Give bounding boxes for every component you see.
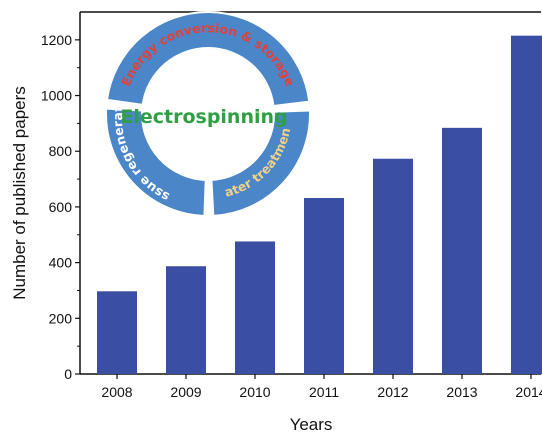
y-ticks-group: 0 200 400 600 800 1000 1200 [41, 32, 80, 382]
ring-segment-energy [105, 11, 311, 108]
y-tick-label-1000: 1000 [41, 88, 72, 104]
bar-2014 [511, 35, 542, 375]
y-tick-label-1200: 1200 [41, 32, 72, 48]
y-tick-label-800: 800 [49, 143, 73, 159]
y-tick-label-200: 200 [49, 310, 73, 326]
bars-group [97, 35, 542, 375]
x-tick-label-2014: 2014 [515, 384, 542, 400]
x-tick-label-2013: 2013 [446, 384, 477, 400]
x-tick-label-2012: 2012 [377, 384, 408, 400]
x-tick-label-2009: 2009 [170, 384, 201, 400]
ring-segment-water [210, 109, 311, 217]
bar-2011 [304, 198, 344, 374]
x-tick-label-2010: 2010 [239, 384, 270, 400]
y-tick-label-400: 400 [49, 255, 73, 271]
y-axis-title: Number of published papers [10, 86, 29, 300]
ring-segments [105, 11, 311, 217]
x-tick-label-2011: 2011 [309, 384, 339, 400]
bar-2010 [235, 241, 275, 374]
center-label: Electrospinning [120, 106, 287, 128]
y-tick-label-0: 0 [64, 366, 72, 382]
x-ticks-group: 2008 2009 2010 2011 2012 2013 2014 [101, 374, 542, 400]
ring-center-disc [143, 49, 273, 179]
x-axis-title: Years [290, 415, 333, 434]
x-tick-label-2008: 2008 [101, 384, 132, 400]
bar-2009 [166, 266, 206, 374]
bar-2013 [442, 127, 482, 374]
bar-2012 [373, 158, 413, 374]
ring-segment-tissue [105, 107, 207, 217]
bar-2008 [97, 291, 137, 374]
y-tick-label-600: 600 [49, 199, 73, 215]
